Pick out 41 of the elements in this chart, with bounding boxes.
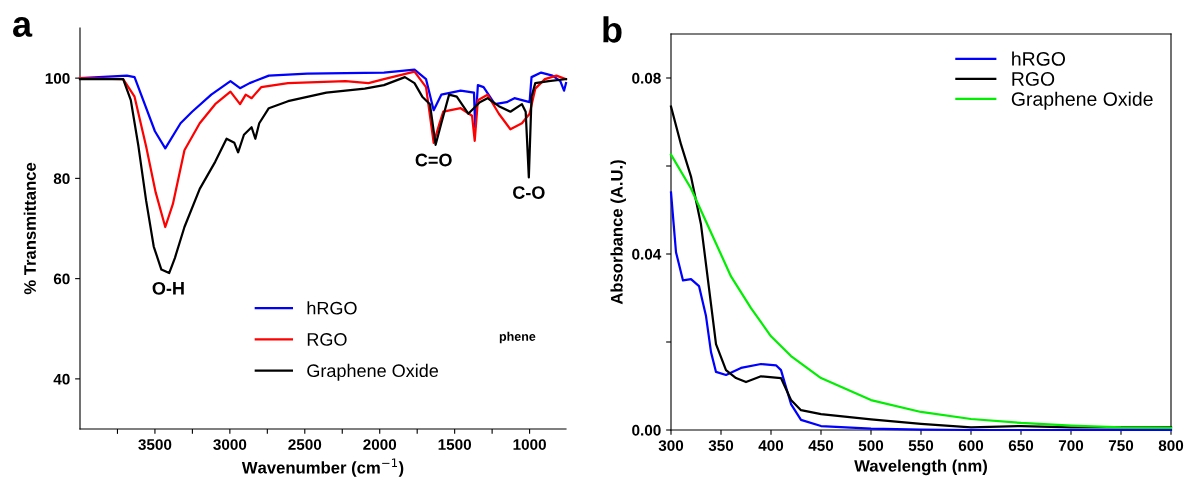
- x-tick-label: 500: [858, 440, 884, 451]
- annotation: O-H: [152, 281, 184, 295]
- x-tick-label: 600: [958, 440, 984, 451]
- x-tick-label: 450: [808, 440, 834, 451]
- legend-label: hRGO: [1012, 51, 1065, 66]
- x-tick-label: 800: [1158, 440, 1184, 451]
- annotation: C-O: [513, 186, 545, 199]
- x-tick-label: 3000: [213, 439, 247, 450]
- x-tick-label: 2500: [288, 439, 322, 450]
- x-tick-label: 3500: [138, 439, 172, 450]
- annotation: C=O: [415, 153, 452, 167]
- y-tick-label: 60: [53, 273, 70, 285]
- legend-label: Graphene Oxide: [307, 363, 439, 381]
- annotation: phene: [499, 331, 536, 344]
- x-axis-title: Wavelength (nm): [854, 459, 987, 476]
- y-axis-title: Absorbance (A.U.): [610, 160, 626, 305]
- text: a: [13, 17, 33, 37]
- text: b: [603, 16, 622, 43]
- x-tick-label: 1500: [438, 439, 472, 450]
- x-tick-label: 300: [658, 440, 684, 451]
- x-tick-label: 750: [1108, 440, 1134, 451]
- x-axis-title: Wavenumber (cm$^{−1}$): [241, 458, 404, 477]
- y-tick-label: 100: [45, 72, 70, 84]
- y-axis-title: % Transmittance: [23, 162, 36, 295]
- x-tick-label: 700: [1058, 440, 1084, 451]
- y-tick-label: 80: [53, 173, 70, 185]
- x-tick-label: 650: [1008, 440, 1034, 451]
- legend-label: hRGO: [307, 301, 357, 315]
- x-tick-label: 1000: [513, 439, 546, 450]
- y-tick-label: 0.08: [632, 72, 661, 84]
- x-tick-label: 400: [758, 440, 784, 451]
- y-tick-label: 0.00: [632, 424, 661, 436]
- legend-label: RGO: [1012, 72, 1055, 86]
- legend-label: Graphene Oxide: [1011, 91, 1153, 110]
- y-tick-label: 40: [53, 373, 70, 385]
- legend-label: RGO: [307, 333, 347, 346]
- x-tick-label: 350: [708, 440, 734, 451]
- x-tick-label: 550: [908, 440, 934, 451]
- x-tick-label: 2000: [363, 439, 397, 450]
- y-tick-label: 0.04: [632, 248, 662, 260]
- line-series: [78, 70, 568, 229]
